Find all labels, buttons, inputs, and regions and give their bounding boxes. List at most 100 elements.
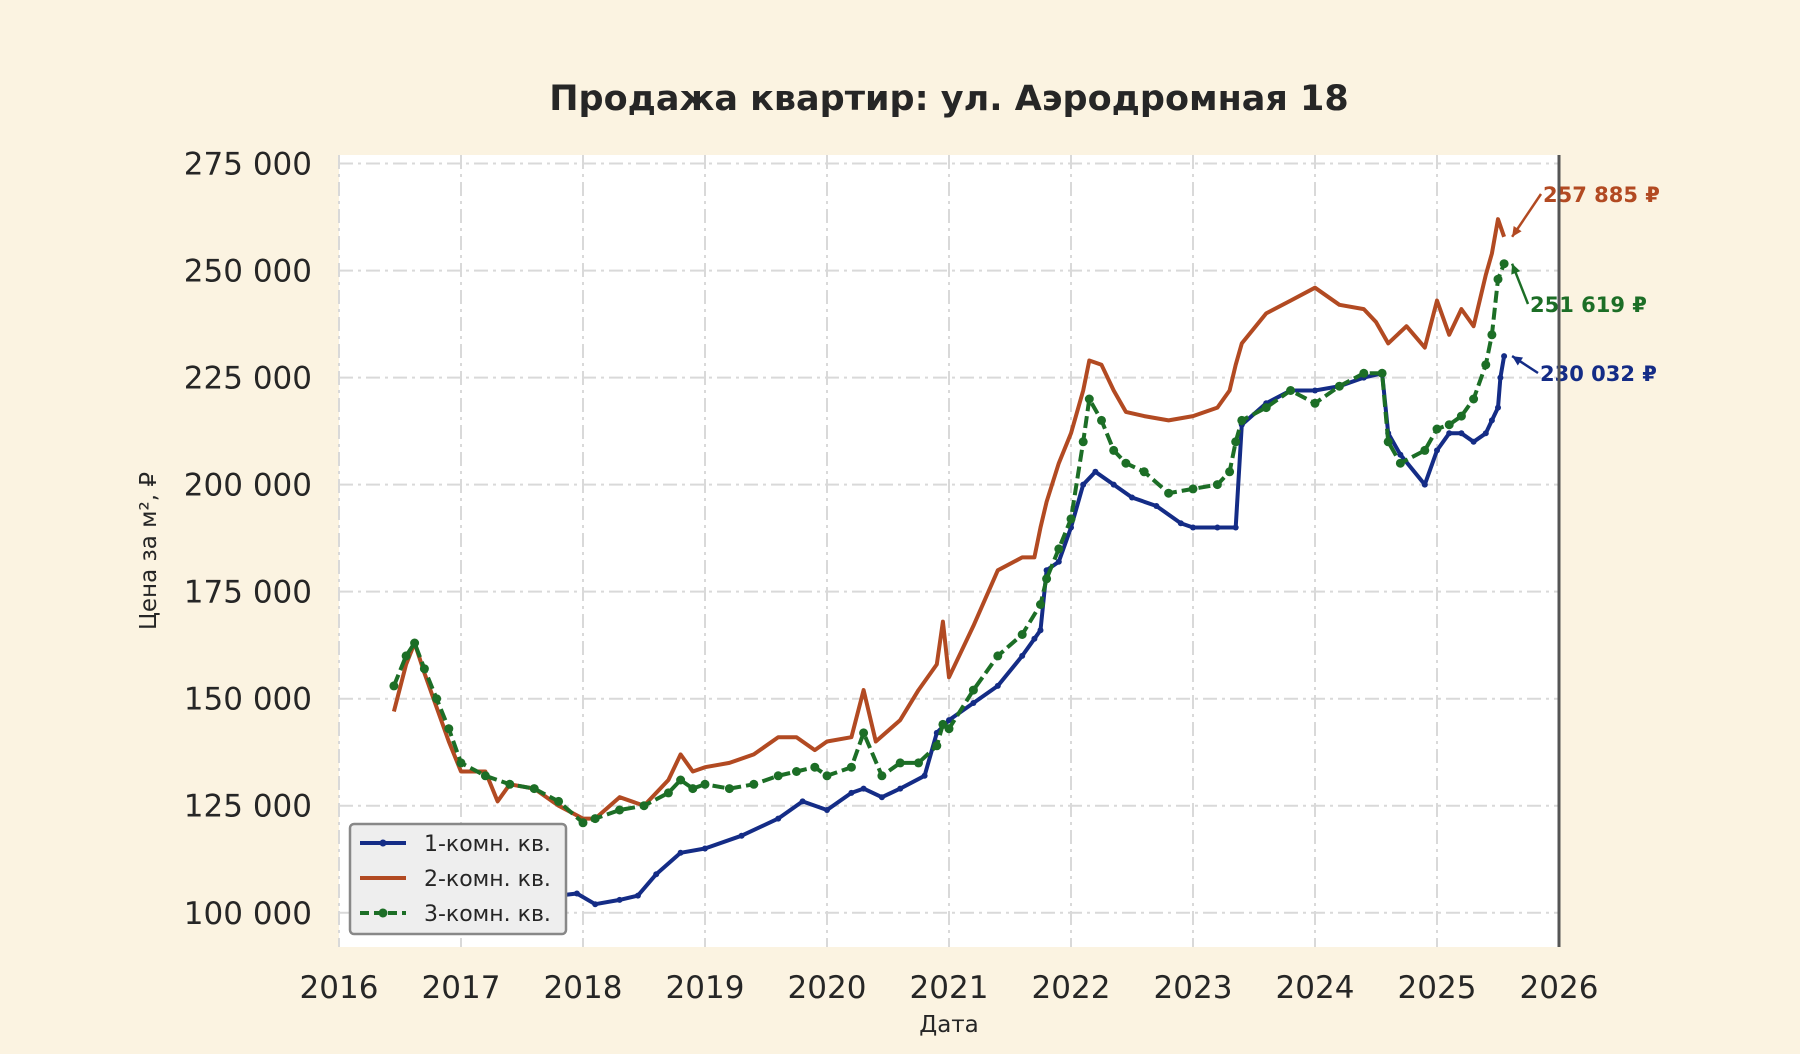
data-point xyxy=(1212,480,1222,490)
data-point xyxy=(1092,468,1099,475)
data-point xyxy=(410,638,420,648)
data-point xyxy=(419,664,429,674)
x-tick-label: 2019 xyxy=(666,970,745,1006)
data-point xyxy=(1310,398,1320,408)
x-tick-label: 2017 xyxy=(422,970,501,1006)
data-point xyxy=(1066,514,1076,524)
data-point xyxy=(1080,481,1087,488)
data-point xyxy=(968,685,978,695)
data-point xyxy=(1501,353,1508,360)
data-point xyxy=(688,784,698,794)
data-point xyxy=(615,805,625,815)
data-point xyxy=(480,771,490,781)
data-point xyxy=(1420,445,1430,455)
data-point xyxy=(639,801,649,811)
data-point xyxy=(1055,558,1062,565)
data-point xyxy=(578,818,588,828)
data-point xyxy=(749,779,759,789)
data-point xyxy=(994,682,1001,689)
data-point xyxy=(1395,458,1405,468)
data-point xyxy=(1421,481,1428,488)
data-point xyxy=(1488,417,1495,424)
legend-marker-1 xyxy=(379,839,387,847)
data-point xyxy=(724,784,734,794)
data-point xyxy=(590,814,600,824)
data-point xyxy=(848,789,855,796)
data-point xyxy=(677,849,684,856)
data-point xyxy=(1237,415,1247,425)
data-point xyxy=(1037,627,1044,634)
data-point xyxy=(993,651,1003,661)
data-point xyxy=(1469,394,1479,404)
data-point xyxy=(810,762,820,772)
data-point xyxy=(1359,368,1369,378)
data-point xyxy=(860,785,867,792)
annotation-label-2: 257 885 ₽ xyxy=(1543,183,1660,207)
data-point xyxy=(700,779,710,789)
data-point xyxy=(1054,544,1064,554)
x-axis-ticks: 2016 2017 2018 2019 2020 2021 2022 2023 2024 2025… xyxy=(300,970,1599,1006)
annotation-arrowhead-3 xyxy=(1511,263,1521,275)
data-point xyxy=(1286,386,1296,395)
legend-marker-3 xyxy=(378,908,388,918)
data-point xyxy=(1444,420,1454,430)
data-point xyxy=(1139,467,1149,477)
data-point xyxy=(1334,381,1344,391)
x-tick-label: 2022 xyxy=(1032,970,1111,1006)
data-point xyxy=(653,871,660,878)
data-point xyxy=(676,775,686,785)
x-tick-label: 2024 xyxy=(1276,970,1355,1006)
data-point xyxy=(897,785,904,792)
legend-item-1: 1-комн. кв. xyxy=(360,832,551,857)
legend-item-2: 2-комн. кв. xyxy=(360,867,551,892)
data-point xyxy=(1497,374,1504,381)
data-point xyxy=(1487,330,1497,340)
y-tick-label: 200 000 xyxy=(184,468,312,504)
legend-box xyxy=(348,822,568,936)
annotation-label-3: 251 619 ₽ xyxy=(1530,293,1647,317)
legend-label-1: 1-комн. кв. xyxy=(424,832,551,857)
legend: 1-комн. кв. 2-комн. кв. 3-комн. кв. xyxy=(348,822,568,936)
data-point xyxy=(895,758,905,768)
data-point xyxy=(1084,394,1094,404)
data-point xyxy=(1470,438,1477,445)
data-point xyxy=(1432,424,1442,434)
data-point xyxy=(401,651,411,661)
data-point xyxy=(1481,360,1491,370)
data-point xyxy=(1261,403,1271,413)
data-point xyxy=(1232,524,1239,531)
data-point xyxy=(1225,467,1235,477)
data-point xyxy=(738,832,745,839)
data-point xyxy=(932,741,942,751)
data-point xyxy=(1042,574,1052,584)
data-point xyxy=(1129,494,1135,501)
data-point xyxy=(944,724,954,734)
annotation-arrowhead-2 xyxy=(1512,225,1522,237)
data-point xyxy=(432,694,442,704)
data-point xyxy=(846,762,856,772)
x-tick-label: 2020 xyxy=(788,970,867,1006)
annotation-arrowhead-1 xyxy=(1512,356,1524,366)
y-tick-label: 150 000 xyxy=(184,682,312,718)
x-tick-label: 2025 xyxy=(1398,970,1477,1006)
y-tick-label: 250 000 xyxy=(184,254,312,290)
y-axis-ticks: 100 000 125 000 150 000 175 000 200 000 225 0… xyxy=(184,147,312,932)
y-tick-label: 100 000 xyxy=(184,896,312,932)
data-point xyxy=(1434,447,1440,454)
legend-label-2: 2-комн. кв. xyxy=(424,867,551,892)
data-point xyxy=(1177,520,1184,527)
data-point xyxy=(1019,652,1026,659)
data-point xyxy=(592,901,599,908)
x-tick-label: 2018 xyxy=(544,970,623,1006)
annotations: 230 032 ₽257 885 ₽251 619 ₽ xyxy=(1510,183,1660,386)
data-point xyxy=(799,798,806,805)
data-point xyxy=(573,890,580,897)
data-point xyxy=(1110,481,1117,488)
data-point xyxy=(824,807,830,813)
data-point xyxy=(877,771,887,781)
data-point xyxy=(1164,488,1174,498)
data-point xyxy=(1383,437,1393,447)
data-point xyxy=(970,700,977,706)
y-axis-label: Цена за м², ₽ xyxy=(136,472,162,630)
